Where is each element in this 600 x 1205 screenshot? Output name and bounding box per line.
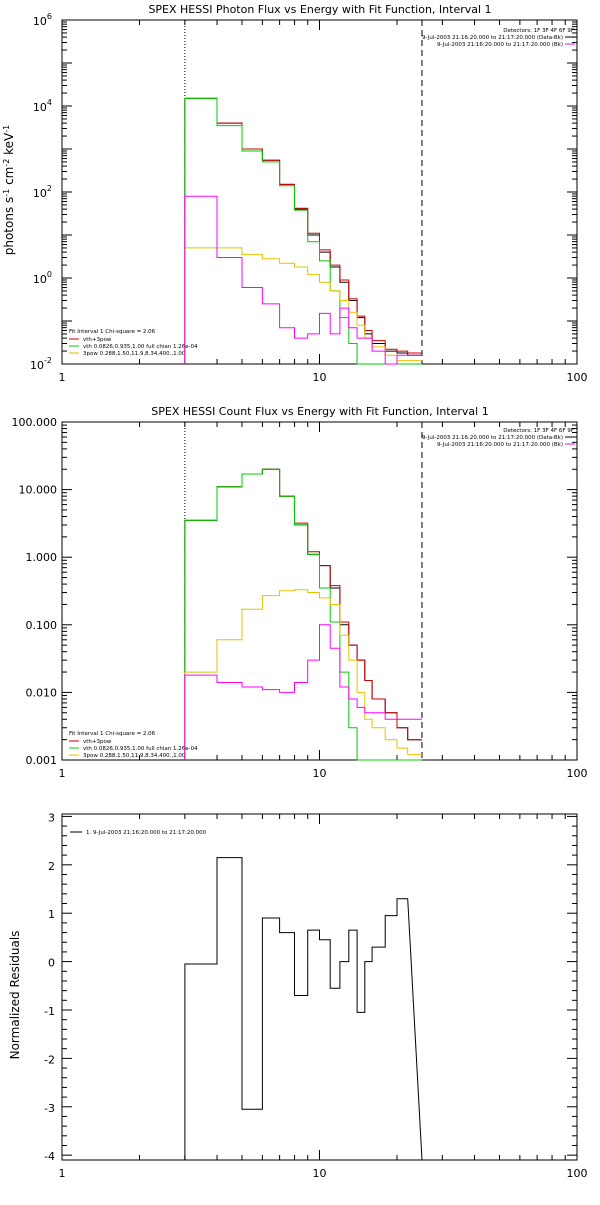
x-tick-label: 10 [313,371,327,384]
y-tick-label: -2 [44,1053,55,1066]
x-tick-label: 10 [313,767,327,780]
series-line [184,857,423,1161]
info-line: 9-Jul-2003 21:16:20.000 to 21:17:20.000 … [422,35,563,41]
count-flux-panel: SPEX HESSI Count Flux vs Energy with Fit… [12,405,588,780]
fit-line: Fit Interval 1 Chi-square = 2.06 [69,329,156,335]
y-tick-label: 100.000 [12,416,58,429]
plot-frame [61,19,578,365]
series-line [184,589,422,760]
series-line [184,97,422,364]
series-line [184,624,422,760]
plot-frame [61,813,578,1161]
info-line: 9-Jul-2003 21:16:20.000 to 21:17:20.000 … [437,42,563,48]
y-tick-label: 100 [33,270,52,286]
x-tick-label: 100 [567,1167,588,1180]
y-tick-label: 0 [48,957,55,970]
y-axis-label: photons s-1 cm-2 keV-1 [2,125,17,256]
plot-frame [61,421,578,761]
y-tick-label: 3 [48,811,55,824]
photon-flux-panel: SPEX HESSI Photon Flux vs Energy with Fi… [2,3,588,384]
x-tick-label: 10 [313,1167,327,1180]
series-line [184,468,422,760]
fit-line: vth+3pow [83,739,112,745]
series-line [184,468,422,761]
x-tick-label: 1 [59,1167,66,1180]
y-tick-label: -3 [44,1102,55,1115]
y-tick-label: 10-2 [30,356,52,372]
fit-line: vth 0.0826,0.935,1.00 full chian 1.26e-0… [83,344,198,350]
info-line: 9-Jul-2003 21:16:20.000 to 21:17:20.000 … [437,442,563,448]
fit-line: vth+3pow [83,337,112,343]
fit-line: 3pow 0.288,1.50,11.9,8.34,400.,1.00 [83,753,186,759]
y-tick-label: 10.000 [19,484,58,497]
y-tick-label: 1 [48,908,55,921]
x-tick-label: 1 [59,767,66,780]
chart-title: SPEX HESSI Count Flux vs Energy with Fit… [151,405,488,418]
y-tick-label: 102 [33,184,52,200]
series-line [184,97,422,365]
y-tick-label: 106 [33,12,52,28]
y-tick-label: -4 [44,1150,55,1163]
y-tick-label: 1.000 [26,551,58,564]
y-tick-label: 2 [48,860,55,873]
series-line [184,195,422,365]
x-tick-label: 100 [567,371,588,384]
fit-line: Fit Interval 1 Chi-square = 2.06 [69,731,156,737]
legend-text: 1. 9-Jul-2003 21:16:20.000 to 21:17:20.0… [86,830,207,836]
chart-title: SPEX HESSI Photon Flux vs Energy with Fi… [148,3,491,16]
x-tick-label: 100 [567,767,588,780]
fit-line: 3pow 0.288,1.50,11.9,8.34,400.,1.00 [83,351,186,357]
series-line [184,247,422,364]
series-line [184,468,422,760]
y-tick-label: -1 [44,1005,55,1018]
fit-line: vth 0.0826,0.935,1.00 full chian 1.26e-0… [83,746,198,752]
series-line [184,97,422,364]
y-tick-label: 0.010 [26,686,58,699]
info-line: Detectors: 1F 3F 4F 6F 9F [503,28,574,34]
y-tick-label: 104 [33,98,52,114]
residuals-panel: Normalized Residuals 1. 9-Jul-2003 21:16… [8,811,588,1180]
y-tick-label: 0.100 [26,619,58,632]
y-tick-label: 0.001 [26,754,58,767]
y-axis-label: Normalized Residuals [8,931,22,1060]
x-tick-label: 1 [59,371,66,384]
info-line: 9-Jul-2003 21:16:20.000 to 21:17:20.000 … [422,435,563,441]
info-line: Detectors: 1F 3F 4F 6F 9F [503,428,574,434]
